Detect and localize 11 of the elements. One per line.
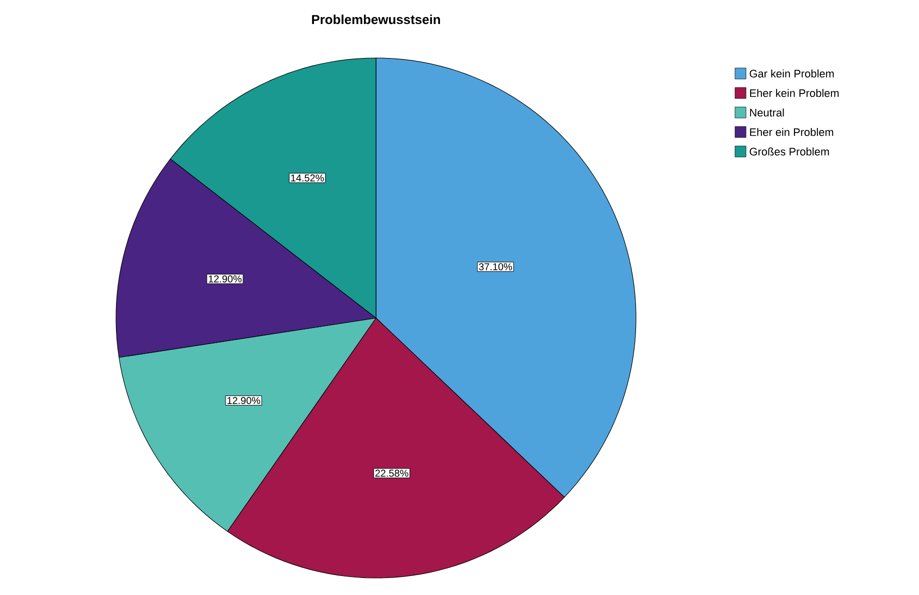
legend-label: Eher ein Problem [750, 128, 834, 136]
chart-title: Problembewusstsein [312, 14, 440, 24]
legend-label: Eher kein Problem [750, 88, 839, 98]
legend-label: Großes Problem [750, 147, 829, 156]
data-label: 37.10% [478, 263, 512, 270]
data-label: 22.58% [375, 470, 408, 477]
legend-label: Gar kein Problem [750, 69, 834, 78]
legend-label: Neutral [750, 108, 784, 117]
data-label: 14.52% [291, 174, 324, 182]
data-label: 12.90% [227, 396, 260, 404]
data-label: 12.90% [208, 275, 242, 282]
